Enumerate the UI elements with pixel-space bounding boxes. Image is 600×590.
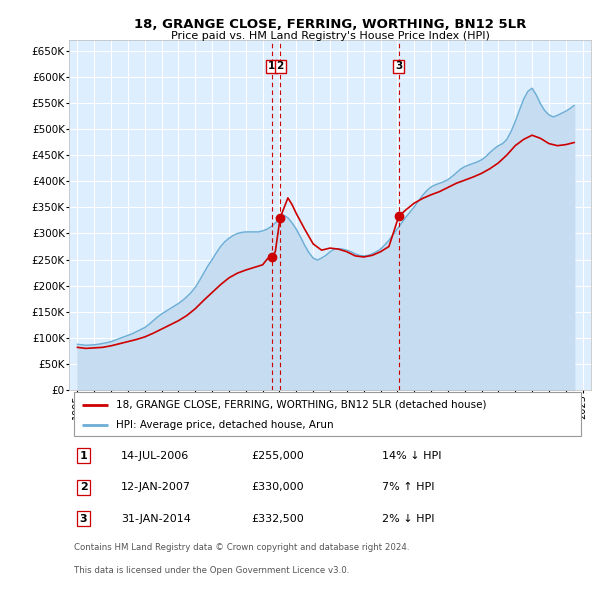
Text: 7% ↑ HPI: 7% ↑ HPI (382, 482, 434, 492)
Text: 14% ↓ HPI: 14% ↓ HPI (382, 451, 442, 461)
Text: 2: 2 (277, 61, 284, 71)
Text: Price paid vs. HM Land Registry's House Price Index (HPI): Price paid vs. HM Land Registry's House … (170, 31, 490, 41)
Text: 3: 3 (80, 514, 88, 524)
Text: 2% ↓ HPI: 2% ↓ HPI (382, 514, 434, 524)
Text: £330,000: £330,000 (252, 482, 304, 492)
Text: 18, GRANGE CLOSE, FERRING, WORTHING, BN12 5LR: 18, GRANGE CLOSE, FERRING, WORTHING, BN1… (134, 18, 526, 31)
Text: 2: 2 (80, 482, 88, 492)
Text: 18, GRANGE CLOSE, FERRING, WORTHING, BN12 5LR (detached house): 18, GRANGE CLOSE, FERRING, WORTHING, BN1… (116, 399, 487, 409)
Text: 31-JAN-2014: 31-JAN-2014 (121, 514, 191, 524)
Text: £255,000: £255,000 (252, 451, 304, 461)
FancyBboxPatch shape (74, 392, 581, 436)
Text: 1: 1 (268, 61, 275, 71)
Text: 14-JUL-2006: 14-JUL-2006 (121, 451, 190, 461)
Text: £332,500: £332,500 (252, 514, 304, 524)
Text: 12-JAN-2007: 12-JAN-2007 (121, 482, 191, 492)
Text: HPI: Average price, detached house, Arun: HPI: Average price, detached house, Arun (116, 419, 334, 430)
Text: Contains HM Land Registry data © Crown copyright and database right 2024.: Contains HM Land Registry data © Crown c… (74, 543, 410, 552)
Text: 3: 3 (395, 61, 403, 71)
Text: 1: 1 (80, 451, 88, 461)
Text: This data is licensed under the Open Government Licence v3.0.: This data is licensed under the Open Gov… (74, 566, 350, 575)
